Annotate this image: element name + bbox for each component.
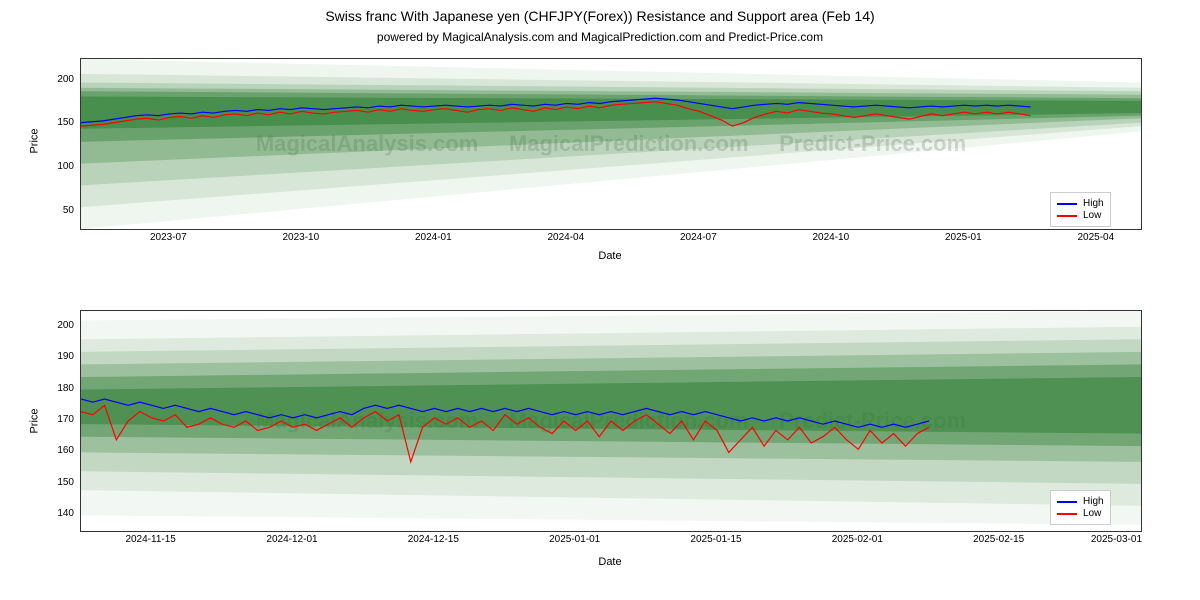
ytick: 50 (40, 205, 74, 216)
chart-subtitle: powered by MagicalAnalysis.com and Magic… (0, 30, 1200, 44)
xtick: 2025-01-15 (676, 534, 756, 545)
xtick: 2024-12-01 (252, 534, 332, 545)
ytick: 200 (40, 74, 74, 85)
xtick: 2024-11-15 (111, 534, 191, 545)
ytick: 140 (40, 508, 74, 519)
legend-line-high (1057, 501, 1077, 503)
chart-title: Swiss franc With Japanese yen (CHFJPY(Fo… (0, 8, 1200, 24)
xtick: 2023-07 (128, 232, 208, 243)
xtick: 2025-03-01 (1076, 534, 1156, 545)
xtick: 2024-01 (393, 232, 473, 243)
xtick: 2025-02-15 (959, 534, 1039, 545)
figure: Swiss franc With Japanese yen (CHFJPY(Fo… (0, 0, 1200, 600)
ytick: 160 (40, 445, 74, 456)
xtick: 2023-10 (261, 232, 341, 243)
ytick: 200 (40, 320, 74, 331)
legend-line-low (1057, 513, 1077, 515)
ytick: 150 (40, 117, 74, 128)
xtick: 2025-01-01 (535, 534, 615, 545)
xtick: 2025-04 (1056, 232, 1136, 243)
chart-top: MagicalAnalysis.com MagicalPrediction.co… (80, 58, 1142, 230)
ylabel-bottom: Price (29, 408, 41, 433)
xtick: 2024-12-15 (393, 534, 473, 545)
legend-line-high (1057, 203, 1077, 205)
legend-label-low: Low (1083, 508, 1101, 519)
legend-label-low: Low (1083, 210, 1101, 221)
legend-item-low: Low (1057, 508, 1104, 519)
legend-label-high: High (1083, 198, 1104, 209)
chart-top-canvas (81, 59, 1141, 229)
legend-line-low (1057, 215, 1077, 217)
legend-bottom: High Low (1050, 490, 1111, 525)
ytick: 180 (40, 383, 74, 394)
xtick: 2024-07 (658, 232, 738, 243)
chart-bottom: MagicalAnalysis.com MagicalPrediction.co… (80, 310, 1142, 532)
legend-item-high: High (1057, 198, 1104, 209)
ytick: 190 (40, 351, 74, 362)
ytick: 100 (40, 161, 74, 172)
ytick: 170 (40, 414, 74, 425)
xtick: 2024-10 (791, 232, 871, 243)
xtick: 2025-02-01 (817, 534, 897, 545)
xlabel-top: Date (80, 250, 1140, 262)
xlabel-bottom: Date (80, 556, 1140, 568)
chart-bottom-canvas (81, 311, 1141, 531)
legend-item-high: High (1057, 496, 1104, 507)
xtick: 2024-04 (526, 232, 606, 243)
legend-label-high: High (1083, 496, 1104, 507)
legend-item-low: Low (1057, 210, 1104, 221)
ylabel-top: Price (29, 128, 41, 153)
legend-top: High Low (1050, 192, 1111, 227)
ytick: 150 (40, 477, 74, 488)
xtick: 2025-01 (923, 232, 1003, 243)
